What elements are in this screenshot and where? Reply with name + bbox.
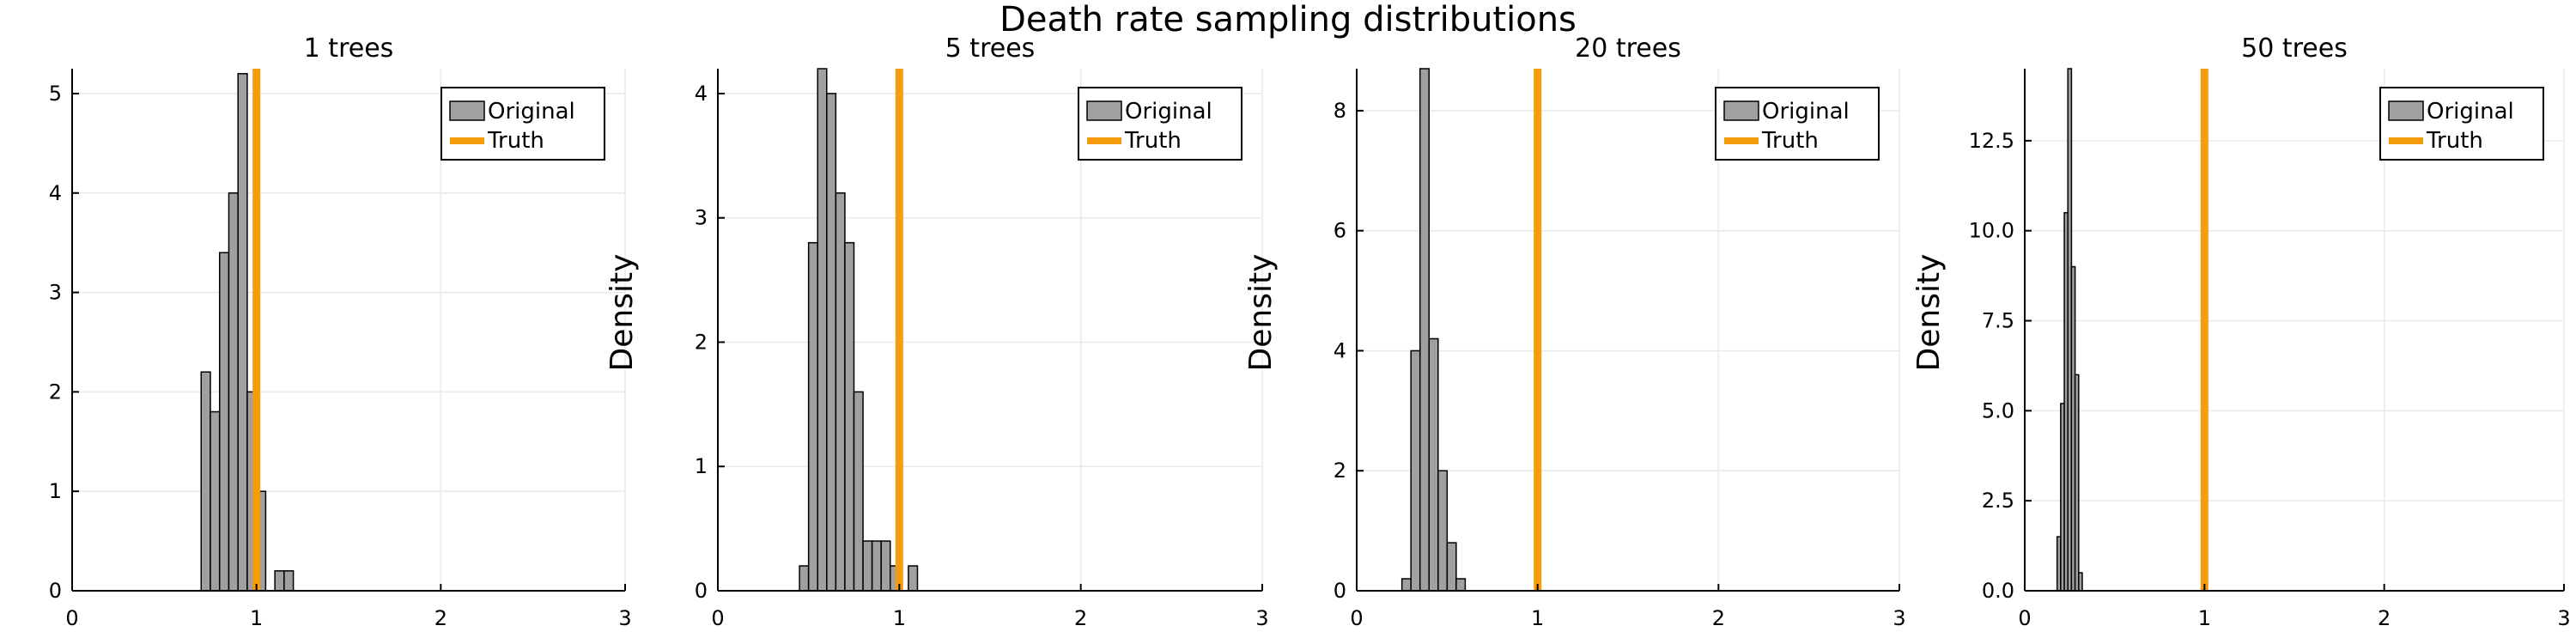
- x-tick-label: 3: [1255, 606, 1268, 630]
- y-axis-label: Density: [605, 254, 640, 372]
- y-tick-label: 4: [695, 82, 708, 106]
- x-tick-label: 2: [434, 606, 447, 630]
- y-tick-label: 1: [49, 479, 62, 503]
- histogram-bar: [218, 252, 230, 592]
- x-tick-label: 1: [893, 606, 906, 630]
- y-tick-label: 1: [695, 454, 708, 478]
- y-tick-label: 0: [1334, 579, 1346, 603]
- y-axis-label: Density: [1911, 254, 1947, 372]
- histogram-bar: [1410, 349, 1421, 592]
- subplot-title: 50 trees: [2241, 33, 2348, 64]
- histogram-bar: [1446, 542, 1457, 592]
- legend-swatch-hist: [1723, 100, 1759, 121]
- y-tick-label: 2: [49, 380, 62, 404]
- subplot-title: 20 trees: [1575, 33, 1681, 64]
- x-tick-label: 0: [1350, 606, 1363, 630]
- legend-swatch-hist: [1086, 100, 1122, 121]
- histogram-bar: [835, 192, 846, 592]
- legend-label-truth: Truth: [1124, 128, 1182, 154]
- y-tick-label: 2: [1334, 459, 1346, 483]
- histogram-bar: [237, 73, 248, 592]
- y-tick-label: 7.5: [1982, 309, 2014, 333]
- x-tick-label: 1: [2198, 606, 2211, 630]
- legend-label-original: Original: [488, 99, 575, 125]
- legend-label-original: Original: [1125, 99, 1212, 125]
- y-tick-label: 8: [1334, 99, 1346, 123]
- legend-box: [1078, 87, 1242, 161]
- histogram-bar: [844, 241, 855, 592]
- subplot-title: 1 trees: [304, 33, 394, 64]
- histogram-bar: [228, 192, 239, 592]
- histogram-bar: [799, 565, 810, 592]
- subplot-1: 0 1 2 3 0 1 2 3 4 5 1 trees Original Truth: [49, 33, 632, 630]
- x-tick-label: 2: [1712, 606, 1725, 630]
- subplot-2: 0 1 2 3 0 1 2 3 4 5 trees Density Original Truth: [605, 33, 1269, 630]
- y-tick-label: 2.5: [1982, 489, 2014, 513]
- histogram-bar: [2074, 374, 2080, 592]
- legend: Original Truth: [1715, 87, 1880, 161]
- histogram-bar: [200, 371, 211, 592]
- y-tick-label: 0: [49, 579, 62, 603]
- x-tick-label: 3: [1893, 606, 1905, 630]
- y-tick-label: 10.0: [1969, 219, 2014, 243]
- histogram-bar: [871, 540, 882, 592]
- histogram-bar: [880, 540, 891, 592]
- x-tick-label: 1: [1531, 606, 1544, 630]
- x-tick-label: 3: [2557, 606, 2570, 630]
- histogram-bar: [2078, 572, 2083, 592]
- legend-label-truth: Truth: [1761, 128, 1819, 154]
- histogram-bar: [1428, 337, 1439, 592]
- histogram-bar: [1437, 470, 1449, 592]
- histogram-bar: [1400, 578, 1412, 592]
- y-tick-label: 0.0: [1982, 579, 2014, 603]
- histogram-bar: [862, 540, 873, 592]
- histogram-bar: [1455, 578, 1467, 592]
- legend-swatch-hist: [449, 100, 485, 121]
- legend-label-truth: Truth: [2426, 128, 2483, 154]
- histogram-bar: [817, 68, 828, 592]
- legend-label-original: Original: [1762, 99, 1850, 125]
- histogram-bar: [826, 93, 837, 592]
- y-tick-label: 4: [1334, 338, 1346, 362]
- y-tick-label: 3: [695, 206, 708, 230]
- histogram-bar: [210, 410, 221, 592]
- x-tick-label: 3: [618, 606, 631, 630]
- histogram-bar: [283, 570, 295, 592]
- y-tick-label: 5.0: [1982, 398, 2014, 422]
- histogram-bar: [1419, 68, 1431, 592]
- x-tick-label: 0: [65, 606, 78, 630]
- histogram-bar: [274, 570, 285, 592]
- x-tick-label: 2: [1074, 606, 1087, 630]
- legend-swatch-hist: [2388, 100, 2424, 121]
- histogram-bar: [853, 391, 864, 592]
- y-tick-label: 3: [49, 281, 62, 305]
- x-tick-label: 0: [711, 606, 724, 630]
- y-tick-label: 12.5: [1969, 129, 2014, 153]
- legend: Original Truth: [1078, 87, 1242, 161]
- legend-label-original: Original: [2427, 99, 2514, 125]
- subplot-3: 0 1 2 3 0 2 4 6 8 20 trees Density Original Truth: [1243, 33, 1906, 630]
- x-tick-label: 1: [250, 606, 263, 630]
- subplot-title: 5 trees: [945, 33, 1036, 64]
- histogram-bar: [908, 565, 919, 592]
- legend: Original Truth: [2379, 87, 2544, 161]
- y-tick-label: 5: [49, 82, 62, 106]
- legend-box: [440, 87, 605, 161]
- y-tick-label: 4: [49, 181, 62, 205]
- y-axis-label: Density: [1243, 254, 1279, 372]
- y-tick-label: 0: [695, 579, 708, 603]
- legend-box: [1715, 87, 1880, 161]
- legend: Original Truth: [440, 87, 605, 161]
- x-tick-label: 0: [2018, 606, 2031, 630]
- legend-label-truth: Truth: [487, 128, 544, 154]
- legend-box: [2379, 87, 2544, 161]
- x-tick-label: 2: [2378, 606, 2391, 630]
- y-tick-label: 2: [695, 330, 708, 354]
- histogram-bar: [807, 241, 818, 592]
- subplot-4: 0 1 2 3 0.0 2.5 5.0 7.5 10.0 12.5 50 trees Density O…: [1911, 33, 2571, 630]
- figure-title: Death rate sampling distributions: [999, 0, 1577, 39]
- y-tick-label: 6: [1334, 219, 1346, 243]
